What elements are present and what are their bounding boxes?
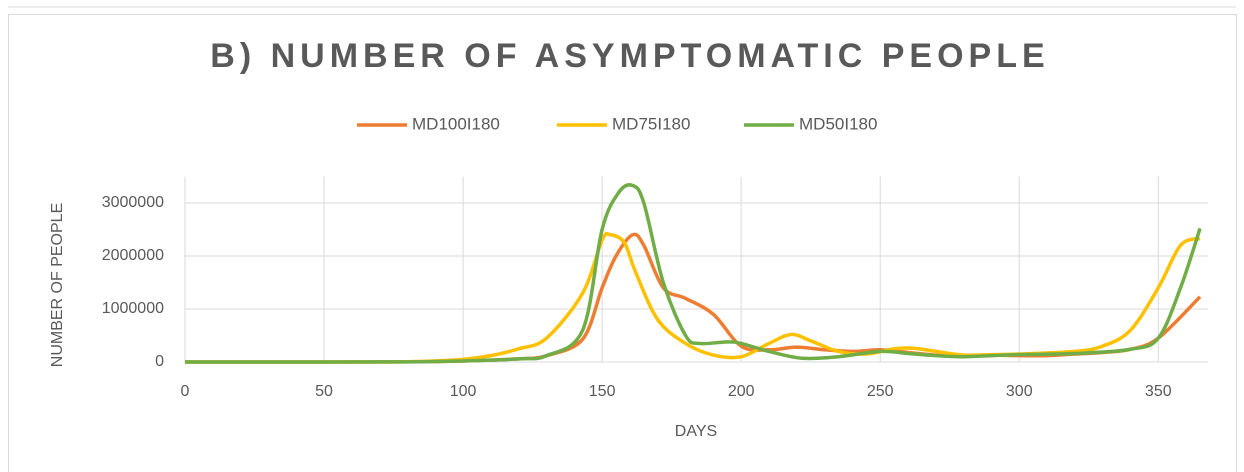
x-tick-label: 0 bbox=[181, 383, 190, 400]
series-line bbox=[184, 183, 1202, 364]
x-tick-label: 150 bbox=[589, 383, 616, 400]
legend-label: MD50I180 bbox=[799, 114, 877, 133]
x-tick-label: 200 bbox=[728, 383, 755, 400]
x-tick-label: 300 bbox=[1006, 383, 1033, 400]
y-tick-label: 0 bbox=[155, 353, 164, 370]
y-axis-title: NUMBER OF PEOPLE bbox=[49, 203, 66, 367]
x-tick-label: 50 bbox=[315, 383, 333, 400]
y-tick-label: 3000000 bbox=[102, 194, 164, 211]
legend-label: MD75I180 bbox=[612, 114, 690, 133]
chart-frame bbox=[8, 14, 1237, 472]
x-tick-label: 250 bbox=[867, 383, 894, 400]
y-tick-label: 2000000 bbox=[102, 247, 164, 264]
y-tick-label: 1000000 bbox=[102, 300, 164, 317]
x-tick-label: 100 bbox=[450, 383, 477, 400]
x-tick-label: 350 bbox=[1145, 383, 1172, 400]
chart-title: B) NUMBER OF ASYMPTOMATIC PEOPLE bbox=[210, 37, 1049, 75]
legend-label: MD100I180 bbox=[412, 114, 500, 133]
x-axis-title: DAYS bbox=[675, 423, 717, 440]
